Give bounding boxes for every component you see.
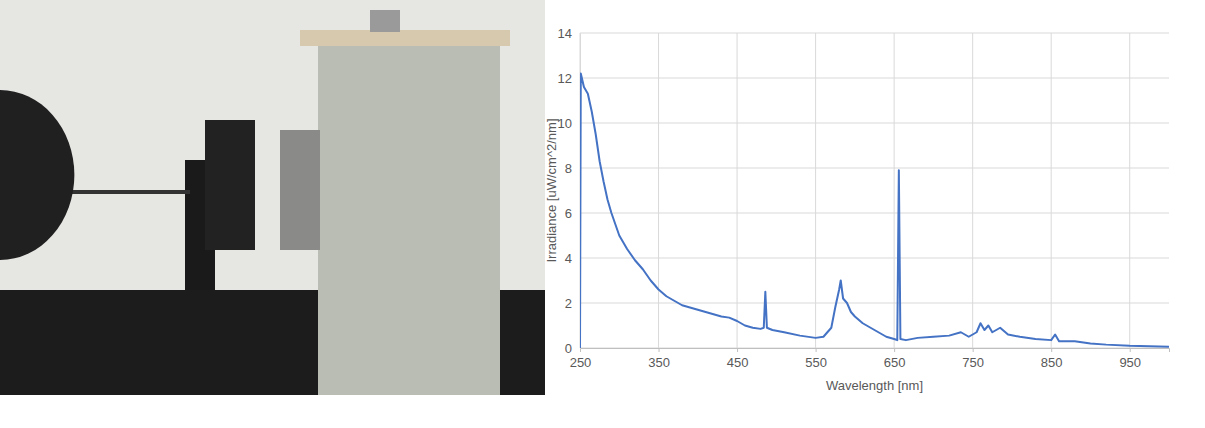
grid-line-x <box>1129 33 1130 348</box>
grid-line-x <box>737 33 738 348</box>
grid-line-y <box>580 33 1169 34</box>
grid <box>580 33 1169 348</box>
grid-line-x <box>815 33 816 348</box>
y-tick-label: 10 <box>558 116 572 131</box>
y-tick: 8 <box>565 161 580 176</box>
x-tick-mark <box>1051 348 1052 352</box>
photo-wall <box>0 0 545 395</box>
x-tick-mark <box>580 348 581 352</box>
photo-lamp <box>0 90 74 260</box>
plot-area <box>580 74 1169 349</box>
x-tick: 650 <box>884 348 906 370</box>
grid-line-y <box>580 168 1169 169</box>
y-tick-label: 12 <box>558 71 572 86</box>
y-axis-title: Irradiance [uW/cm^2/nm] <box>544 118 559 262</box>
y-tick-label: 2 <box>565 296 572 311</box>
y-tick-label: 4 <box>565 251 572 266</box>
y-tick: 10 <box>558 116 580 131</box>
y-tick: 6 <box>565 206 580 221</box>
photo-lid <box>300 30 510 46</box>
x-tick-label: 550 <box>805 355 827 370</box>
grid-line-y <box>580 78 1169 79</box>
y-tick: 12 <box>558 71 580 86</box>
x-tick-label: 950 <box>1119 355 1141 370</box>
x-axis-line <box>581 349 1170 353</box>
x-tick-label: 850 <box>1041 355 1063 370</box>
x-tick: 550 <box>805 348 827 370</box>
x-tick: 850 <box>1041 348 1063 370</box>
grid-line-y <box>580 123 1169 124</box>
x-tick-mark <box>973 348 974 352</box>
grid-line-y <box>580 258 1169 259</box>
x-tick: 250 <box>570 348 592 370</box>
grid-line-y <box>580 213 1169 214</box>
x-tick-label: 750 <box>962 355 984 370</box>
x-tick: 350 <box>648 348 670 370</box>
grid-line-x <box>1051 33 1052 348</box>
x-tick-label: 250 <box>570 355 592 370</box>
x-tick: 950 <box>1119 348 1141 370</box>
y-tick: 2 <box>565 296 580 311</box>
canvas: 250 350 450 550 650 750 850 950 0 2 4 6 8 10 12 14 Wavel… <box>0 0 1205 428</box>
x-tick-mark <box>1130 348 1131 352</box>
x-tick: 750 <box>962 348 984 370</box>
y-tick-label: 6 <box>565 206 572 221</box>
x-tick-mark <box>659 348 660 352</box>
x-tick-mark <box>894 348 895 352</box>
photo-mount <box>205 120 255 250</box>
x-tick-mark <box>816 348 817 352</box>
grid-line-x <box>658 33 659 348</box>
series-line <box>580 74 1169 349</box>
y-tick: 4 <box>565 251 580 266</box>
x-axis-title: Wavelength [nm] <box>826 378 923 393</box>
photo-port <box>280 130 320 250</box>
x-tick-label: 350 <box>648 355 670 370</box>
chart: 250 350 450 550 650 750 850 950 0 2 4 6 8 10 12 14 Wavel… <box>544 26 1170 393</box>
grid-line-x <box>972 33 973 348</box>
x-tick-label: 650 <box>884 355 906 370</box>
x-tick-label: 450 <box>727 355 749 370</box>
photo-housing <box>318 42 500 395</box>
grid-line-y <box>580 303 1169 304</box>
photo <box>0 0 545 395</box>
y-tick-label: 0 <box>565 341 572 356</box>
photo-fiber <box>60 190 190 194</box>
grid-line-x <box>894 33 895 348</box>
y-axis: 0 2 4 6 8 10 12 14 <box>558 26 581 356</box>
x-tick-mark <box>737 348 738 352</box>
y-tick: 0 <box>565 341 580 356</box>
y-tick: 14 <box>558 26 580 41</box>
y-tick-label: 8 <box>565 161 572 176</box>
x-axis: 250 350 450 550 650 750 850 950 <box>570 348 1170 370</box>
y-tick-label: 14 <box>558 26 572 41</box>
x-tick: 450 <box>727 348 749 370</box>
photo-connector <box>370 10 400 32</box>
